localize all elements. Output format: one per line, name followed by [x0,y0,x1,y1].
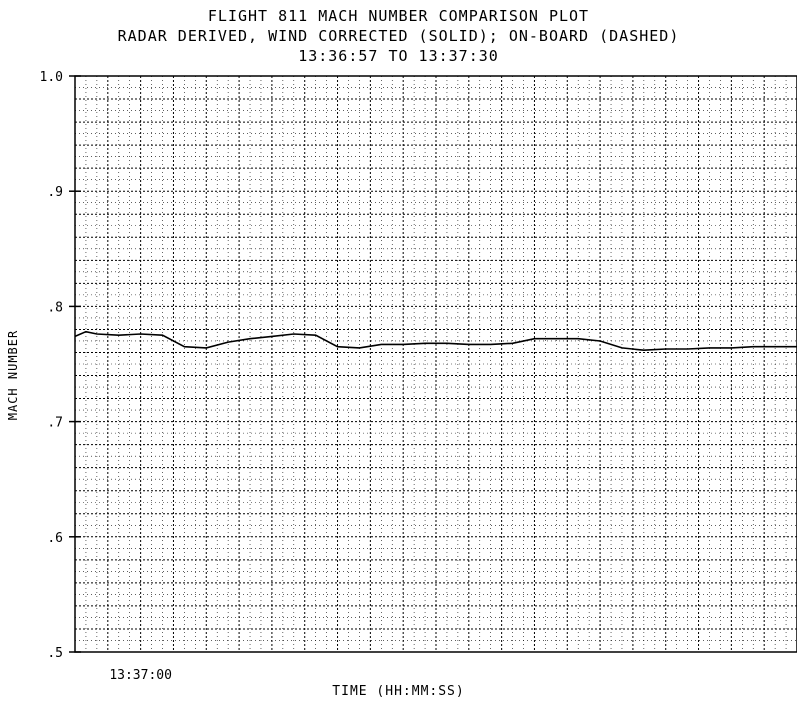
y-axis-label: MACH NUMBER [6,329,20,421]
chart-time-range: 13:36:57 TO 13:37:30 [298,47,499,65]
chart-title: FLIGHT 811 MACH NUMBER COMPARISON PLOT [207,7,590,25]
x-tick-label: 13:37:00 [109,668,172,683]
y-axis-ticks: .5 .6 .7 .8 .9 1.0 [40,70,81,661]
y-tick-label: .5 [47,646,63,661]
y-tick-label: .7 [47,416,63,431]
major-grid [75,76,797,652]
plot-frame [74,75,797,653]
y-tick-label: .9 [47,185,63,200]
chart-subtitle: RADAR DERIVED, WIND CORRECTED (SOLID); O… [117,27,680,45]
y-tick-label: .8 [47,300,63,315]
series-layer [74,330,797,352]
mach-series-line [74,330,797,352]
x-axis-label: TIME (HH:MM:SS) [332,684,465,699]
y-tick-label: 1.0 [40,70,63,85]
y-tick-label: .6 [47,531,63,546]
